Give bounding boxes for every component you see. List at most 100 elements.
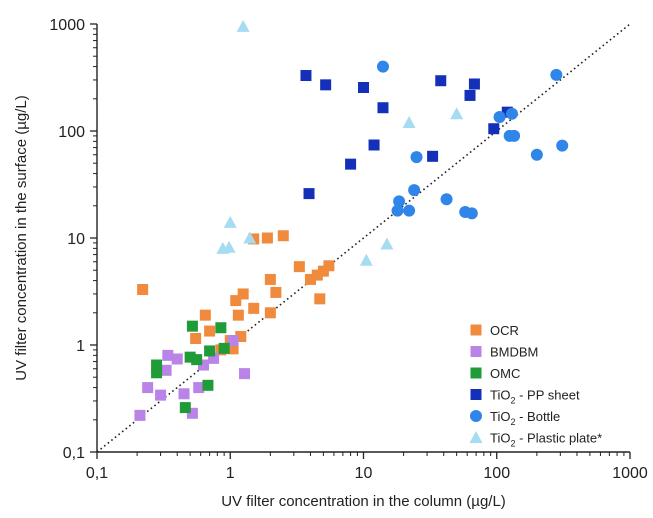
data-point xyxy=(199,309,211,321)
series-group xyxy=(151,320,230,414)
legend-label: OCR xyxy=(490,323,519,338)
data-point xyxy=(179,402,191,414)
data-point xyxy=(261,232,273,244)
data-point xyxy=(300,70,312,82)
data-point xyxy=(239,368,251,380)
data-point xyxy=(222,240,236,253)
data-point xyxy=(376,60,389,73)
data-point xyxy=(320,79,332,91)
data-point xyxy=(232,309,244,321)
y-axis-title: UV filter concentration in the surface (… xyxy=(13,95,30,380)
data-point xyxy=(488,123,500,135)
legend-label-subscript: 2 xyxy=(510,439,515,449)
series-group xyxy=(134,335,251,421)
series-group xyxy=(376,60,569,220)
legend-label-suffix: - PP sheet xyxy=(515,388,579,403)
data-point xyxy=(493,111,506,124)
data-point xyxy=(508,129,521,142)
legend-label-subscript: 2 xyxy=(510,396,515,406)
data-point xyxy=(142,382,154,394)
data-point xyxy=(162,349,174,361)
data-point xyxy=(230,295,242,307)
data-point xyxy=(186,407,198,419)
data-point xyxy=(264,307,276,319)
data-point xyxy=(204,345,216,357)
data-point xyxy=(215,322,227,334)
data-point xyxy=(191,354,203,366)
data-point xyxy=(227,343,239,355)
data-point xyxy=(314,293,326,305)
data-point xyxy=(190,333,202,345)
data-point xyxy=(410,151,423,164)
data-point xyxy=(393,195,406,208)
data-point xyxy=(277,230,289,242)
series-group xyxy=(216,19,464,266)
y-axis-ticks: 0,1 1 10 100 1000 xyxy=(49,17,97,462)
legend-marker xyxy=(470,389,482,400)
legend-label: TiO2 - Plastic plate* xyxy=(490,431,602,449)
data-point xyxy=(427,150,439,162)
data-point xyxy=(311,269,323,281)
data-point xyxy=(202,379,214,391)
data-point xyxy=(248,302,260,314)
data-point xyxy=(223,215,237,228)
x-tick-label: 0,1 xyxy=(86,465,108,482)
data-point xyxy=(550,68,563,81)
data-point xyxy=(465,207,478,220)
data-point xyxy=(304,273,316,285)
legend-label-suffix: - Bottle xyxy=(515,409,560,424)
data-point xyxy=(450,107,464,120)
x-tick-label: 1 xyxy=(226,465,235,482)
legend-label: TiO2 - PP sheet xyxy=(490,388,580,406)
legend-label-subscript: 2 xyxy=(510,417,515,427)
data-point xyxy=(243,231,257,244)
data-point xyxy=(137,284,149,296)
data-point xyxy=(380,237,394,250)
legend-label-main: TiO xyxy=(490,388,510,403)
legend-label-main: TiO xyxy=(490,431,510,446)
legend-label-main: OMC xyxy=(490,366,520,381)
data-points xyxy=(134,19,569,421)
data-point xyxy=(377,102,389,114)
data-point xyxy=(186,320,198,332)
data-point xyxy=(218,342,230,354)
data-point xyxy=(235,331,247,343)
data-point xyxy=(160,364,172,376)
legend-marker xyxy=(469,431,483,443)
data-point xyxy=(171,353,183,365)
data-point xyxy=(403,204,416,217)
legend-label: BMDBM xyxy=(490,345,538,360)
y-tick-label: 10 xyxy=(67,231,85,248)
data-point xyxy=(440,193,453,206)
data-point xyxy=(368,139,380,151)
x-axis-ticks: 0,1 1 10 100 1000 xyxy=(86,452,648,482)
data-point xyxy=(204,325,216,337)
y-tick-label: 100 xyxy=(58,124,85,141)
data-point xyxy=(184,351,196,363)
data-point xyxy=(530,148,543,161)
y-tick-label: 1 xyxy=(76,338,85,355)
data-point xyxy=(270,286,282,298)
x-tick-label: 100 xyxy=(483,465,510,482)
data-point xyxy=(358,82,369,94)
data-point xyxy=(208,352,220,364)
data-point xyxy=(402,116,416,129)
data-point xyxy=(237,288,249,300)
data-point xyxy=(236,19,250,32)
data-point xyxy=(391,204,404,217)
data-point xyxy=(468,78,480,90)
data-point xyxy=(155,389,167,401)
data-point xyxy=(435,75,447,87)
series-group xyxy=(300,70,513,200)
legend-label: OMC xyxy=(490,366,520,381)
x-tick-label: 1000 xyxy=(612,465,648,482)
legend-marker xyxy=(470,324,482,336)
data-point xyxy=(345,158,357,170)
x-tick-label: 10 xyxy=(355,465,373,482)
data-point xyxy=(317,265,329,277)
x-axis-title: UV filter concentration in the column (µ… xyxy=(221,493,506,510)
data-point xyxy=(293,261,305,273)
legend-label: TiO2 - Bottle xyxy=(490,409,560,427)
